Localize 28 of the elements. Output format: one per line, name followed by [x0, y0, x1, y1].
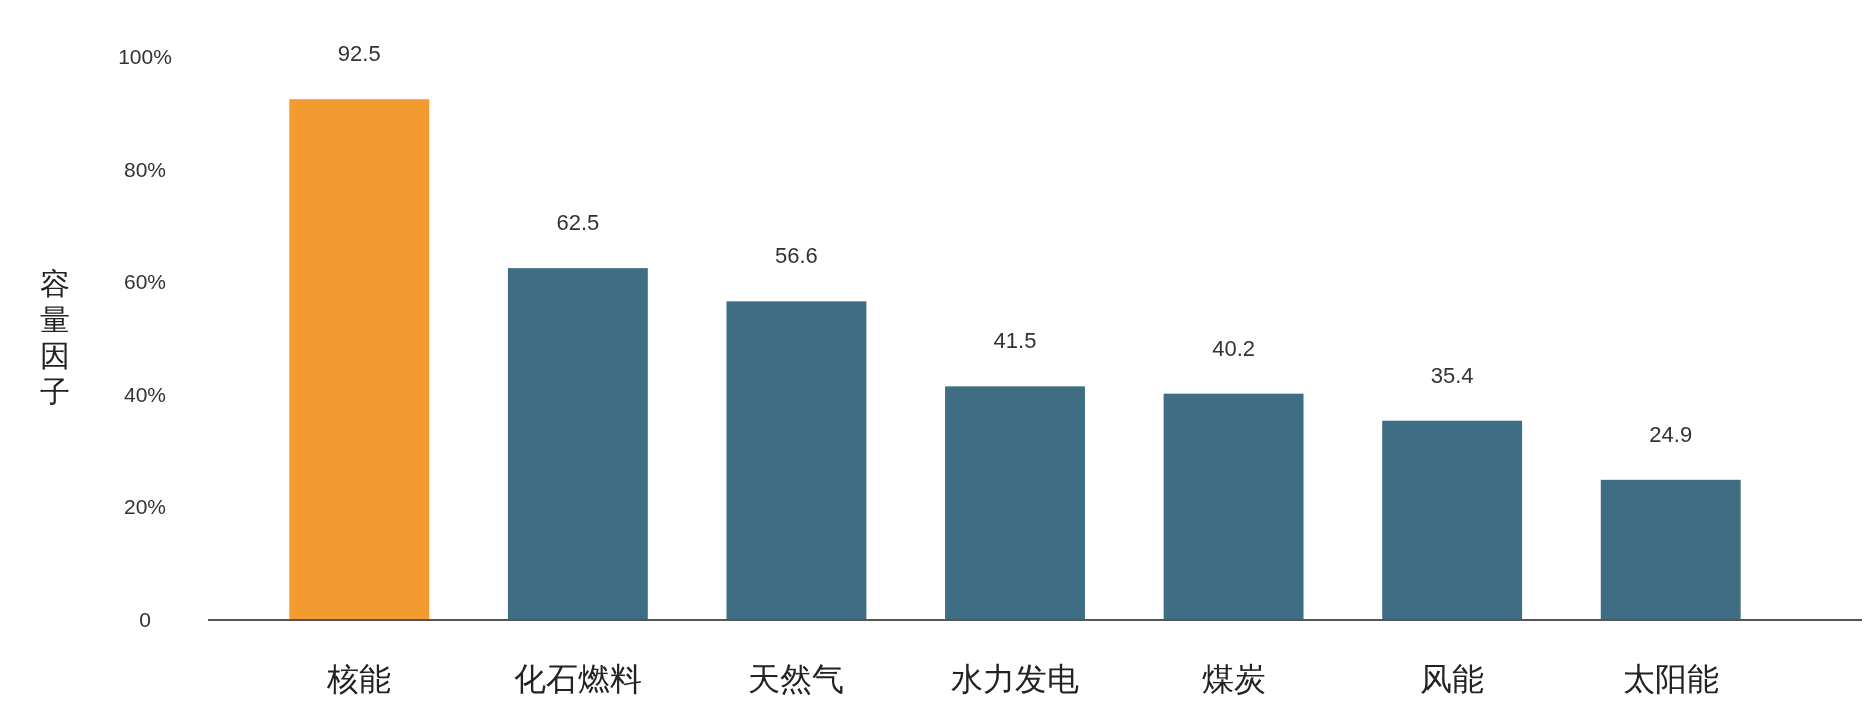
x-tick-label: 核能	[326, 661, 392, 697]
x-tick-label: 煤炭	[1201, 661, 1266, 697]
bar	[1382, 420, 1523, 620]
x-tick-label: 风能	[1420, 661, 1485, 697]
y-tick-label: 0	[139, 608, 151, 631]
x-tick-label: 化石燃料	[513, 661, 642, 697]
data-label: 92.5	[337, 41, 381, 67]
x-tick-label: 太阳能	[1622, 661, 1719, 697]
y-tick-label: 60%	[123, 270, 167, 294]
x-tick-label: 水力发电	[951, 661, 1079, 697]
x-tick-label: 天然气	[748, 661, 845, 697]
bar	[1600, 479, 1741, 620]
bar	[726, 301, 867, 620]
data-label: 24.9	[1649, 421, 1693, 447]
data-label: 62.5	[556, 210, 600, 236]
y-tick-label: 80%	[123, 157, 167, 181]
y-tick-label: 40%	[123, 382, 167, 406]
y-tick-label: 100%	[118, 45, 172, 68]
y-axis-title: 容量因子	[40, 267, 70, 408]
bar	[289, 99, 430, 620]
bar	[507, 268, 648, 620]
bar	[945, 386, 1085, 620]
data-label: 35.4	[1430, 362, 1474, 388]
bar	[1163, 393, 1304, 620]
data-label: 41.5	[993, 328, 1037, 354]
data-label: 56.6	[775, 243, 818, 269]
data-label: 40.2	[1212, 335, 1255, 361]
y-tick-label: 20%	[123, 495, 167, 519]
